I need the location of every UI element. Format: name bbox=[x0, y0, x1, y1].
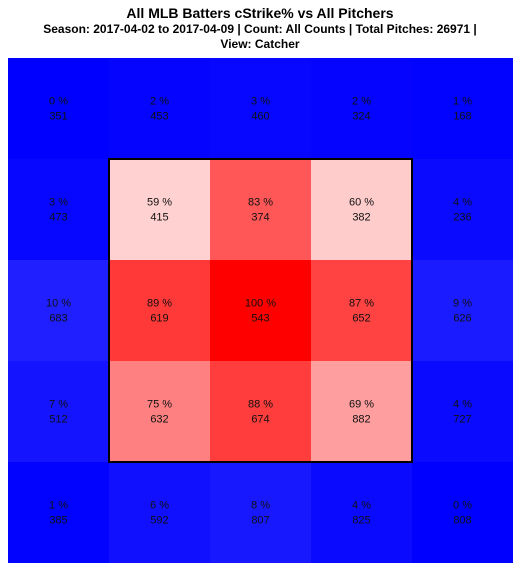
cell-percent-label: 2 % bbox=[150, 96, 169, 108]
heatmap-cell bbox=[412, 58, 513, 159]
cell-percent-label: 1 % bbox=[49, 500, 68, 512]
heatmap-cell bbox=[8, 159, 109, 260]
heatmap-cell bbox=[210, 462, 311, 563]
cell-pitch-count-label: 168 bbox=[453, 111, 471, 123]
cell-percent-label: 4 % bbox=[453, 399, 472, 411]
heatmap-cell bbox=[311, 159, 412, 260]
chart-header: All MLB Batters cStrike% vs All Pitchers… bbox=[0, 4, 520, 52]
cell-pitch-count-label: 626 bbox=[453, 313, 471, 325]
heatmap-cell bbox=[210, 159, 311, 260]
cell-percent-label: 0 % bbox=[453, 500, 472, 512]
heatmap-cell bbox=[311, 260, 412, 361]
cell-percent-label: 7 % bbox=[49, 399, 68, 411]
cell-percent-label: 1 % bbox=[453, 96, 472, 108]
heatmap-cell bbox=[109, 260, 210, 361]
cell-pitch-count-label: 727 bbox=[453, 414, 471, 426]
cell-pitch-count-label: 453 bbox=[150, 111, 168, 123]
heatmap-cell bbox=[109, 159, 210, 260]
cell-percent-label: 89 % bbox=[147, 298, 172, 310]
heatmap-cell bbox=[8, 58, 109, 159]
cell-pitch-count-label: 807 bbox=[251, 515, 269, 527]
cell-pitch-count-label: 592 bbox=[150, 515, 168, 527]
cell-percent-label: 6 % bbox=[150, 500, 169, 512]
cell-pitch-count-label: 543 bbox=[251, 313, 269, 325]
heatmap-cell bbox=[412, 361, 513, 462]
cell-pitch-count-label: 351 bbox=[49, 111, 67, 123]
heatmap-cell bbox=[210, 58, 311, 159]
heatmap-cell bbox=[109, 361, 210, 462]
heatmap-cell bbox=[311, 58, 412, 159]
cell-percent-label: 69 % bbox=[349, 399, 374, 411]
cell-percent-label: 3 % bbox=[49, 197, 68, 209]
cell-percent-label: 8 % bbox=[251, 500, 270, 512]
cell-pitch-count-label: 374 bbox=[251, 212, 269, 224]
heatmap-cell bbox=[109, 58, 210, 159]
cell-pitch-count-label: 683 bbox=[49, 313, 67, 325]
heatmap-cell bbox=[109, 462, 210, 563]
heatmap-cell bbox=[412, 260, 513, 361]
cell-pitch-count-label: 382 bbox=[352, 212, 370, 224]
cell-pitch-count-label: 674 bbox=[251, 414, 269, 426]
cell-pitch-count-label: 882 bbox=[352, 414, 370, 426]
heatmap-cell bbox=[8, 462, 109, 563]
cell-percent-label: 87 % bbox=[349, 298, 374, 310]
cell-pitch-count-label: 632 bbox=[150, 414, 168, 426]
cell-pitch-count-label: 825 bbox=[352, 515, 370, 527]
heatmap-cell bbox=[412, 462, 513, 563]
heatmap-cell bbox=[311, 462, 412, 563]
heatmap-cell bbox=[311, 361, 412, 462]
cell-percent-label: 4 % bbox=[453, 197, 472, 209]
cell-percent-label: 0 % bbox=[49, 96, 68, 108]
cell-pitch-count-label: 619 bbox=[150, 313, 168, 325]
cell-pitch-count-label: 385 bbox=[49, 515, 67, 527]
cell-pitch-count-label: 808 bbox=[453, 515, 471, 527]
heatmap-cell bbox=[210, 361, 311, 462]
cell-pitch-count-label: 324 bbox=[352, 111, 370, 123]
cell-percent-label: 75 % bbox=[147, 399, 172, 411]
heatmap-cell bbox=[412, 159, 513, 260]
chart-subtitle-line-2: View: Catcher bbox=[220, 37, 300, 51]
cell-percent-label: 88 % bbox=[248, 399, 273, 411]
cell-percent-label: 60 % bbox=[349, 197, 374, 209]
cell-pitch-count-label: 236 bbox=[453, 212, 471, 224]
chart-subtitle-line-1: Season: 2017-04-02 to 2017-04-09 | Count… bbox=[43, 22, 477, 36]
cell-percent-label: 9 % bbox=[453, 298, 472, 310]
heatmap-cell bbox=[8, 260, 109, 361]
cell-percent-label: 10 % bbox=[46, 298, 71, 310]
cell-pitch-count-label: 473 bbox=[49, 212, 67, 224]
cell-percent-label: 83 % bbox=[248, 197, 273, 209]
cell-percent-label: 2 % bbox=[352, 96, 371, 108]
cell-pitch-count-label: 415 bbox=[150, 212, 168, 224]
heatmap-cell bbox=[210, 260, 311, 361]
cell-percent-label: 4 % bbox=[352, 500, 371, 512]
cell-percent-label: 100 % bbox=[245, 298, 276, 310]
cell-pitch-count-label: 652 bbox=[352, 313, 370, 325]
cell-pitch-count-label: 512 bbox=[49, 414, 67, 426]
heatmap-cell bbox=[8, 361, 109, 462]
cell-percent-label: 59 % bbox=[147, 197, 172, 209]
chart-title: All MLB Batters cStrike% vs All Pitchers bbox=[126, 5, 394, 21]
cell-percent-label: 3 % bbox=[251, 96, 270, 108]
strike-zone-border bbox=[108, 158, 413, 463]
cell-pitch-count-label: 460 bbox=[251, 111, 269, 123]
